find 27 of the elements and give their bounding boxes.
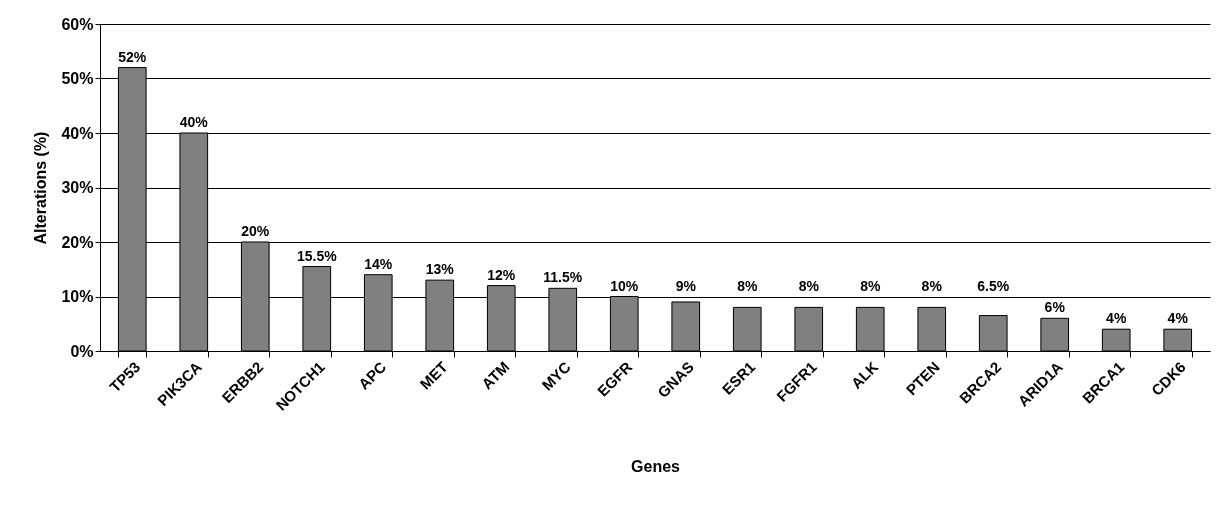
data-label: 8% (737, 277, 758, 294)
y-axis-title: Alterations (%) (32, 131, 50, 245)
data-label: 4% (1167, 310, 1189, 327)
y-tick-label: 0% (70, 342, 94, 360)
data-label: 10% (610, 277, 639, 294)
data-label: 11.5% (543, 269, 583, 286)
data-label: 8% (860, 277, 881, 294)
data-label: 8% (921, 277, 943, 294)
data-label: 14% (364, 255, 393, 272)
y-tick-label: 40% (61, 124, 94, 142)
y-tick-label: 50% (61, 70, 94, 87)
data-label: 12% (487, 266, 516, 283)
y-tick-label: 30% (61, 179, 94, 196)
y-tick-label: 60% (61, 15, 94, 33)
data-label: 52% (118, 48, 147, 65)
x-axis-title: Genes (631, 457, 681, 475)
data-label: 15.5% (296, 247, 338, 264)
data-label: 6% (1044, 299, 1066, 316)
data-label: 40% (179, 114, 209, 130)
data-label: 13% (425, 261, 455, 278)
data-label: 4% (1106, 310, 1127, 327)
y-tick-label: 20% (61, 233, 94, 251)
data-label: 8% (798, 277, 820, 294)
data-label: 9% (675, 277, 697, 294)
data-label: 6.5% (977, 277, 1010, 294)
y-tick-label: 10% (61, 288, 94, 305)
data-label: 20% (241, 223, 270, 239)
